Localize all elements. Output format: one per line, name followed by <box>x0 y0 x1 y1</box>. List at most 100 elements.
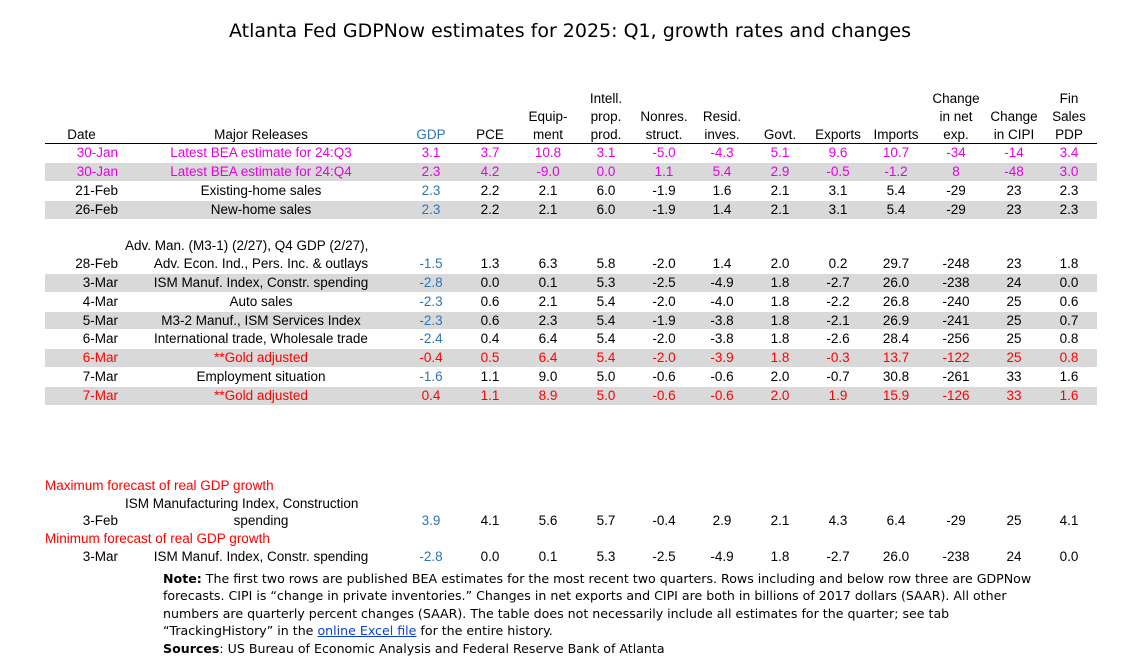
row-value: 6.3 <box>519 255 577 274</box>
sources-text: : US Bureau of Economic Analysis and Fed… <box>219 640 665 656</box>
excel-file-link[interactable]: online Excel file <box>317 623 417 639</box>
header-line-3: Date Major Releases GDP PCE ment prod. s… <box>45 125 1097 145</box>
header-line-1: Intell. Change Fin <box>45 90 1097 108</box>
row-value: -0.4 <box>401 348 461 368</box>
row-value: 5.4 <box>867 181 925 201</box>
row-value: 0.0 <box>461 273 519 293</box>
row-value: -248 <box>925 255 987 274</box>
row-value: 2.1 <box>519 200 577 220</box>
table-row: 26-Feb New-home sales 2.3 2.2 2.1 6.0 -1.9 1.4 2… <box>45 200 1097 220</box>
row-value: 1.8 <box>751 292 809 312</box>
row-value: 0.6 <box>461 311 519 331</box>
row-value: 5.4 <box>577 292 635 312</box>
header-gdp: GDP <box>401 125 461 145</box>
max-release-line1: ISM Manufacturing Index, Construction <box>125 495 359 511</box>
row-value: 0.0 <box>577 162 635 182</box>
row-date: 3-Feb <box>82 513 118 529</box>
row-value: -261 <box>925 367 987 387</box>
row-value: 2.3 <box>401 162 461 182</box>
row-value: -2.5 <box>635 273 693 293</box>
row-value: -1.9 <box>635 311 693 331</box>
header-date: Date <box>45 125 121 145</box>
release-line1: Adv. Man. (M3-1) (2/27), Q4 GDP (2/27), <box>125 238 369 254</box>
row-value: 5.3 <box>596 548 616 564</box>
row-date: 28-Feb <box>45 255 121 274</box>
row-value: 23 <box>987 200 1041 220</box>
row-value: 26.8 <box>867 292 925 312</box>
row-value: -4.3 <box>693 143 751 164</box>
row-value: 3.0 <box>1041 162 1097 182</box>
row-value: 0.6 <box>1041 292 1097 312</box>
sources-label: Sources <box>163 640 220 656</box>
row-value: 0.5 <box>461 348 519 368</box>
row-value: -3.8 <box>693 311 751 331</box>
row-value: 5.4 <box>867 200 925 220</box>
row-value: 33 <box>987 386 1041 406</box>
row-value: -1.5 <box>401 255 461 274</box>
row-value: 6.4 <box>519 348 577 368</box>
row-value: 1.1 <box>461 367 519 387</box>
row-value: -1.9 <box>635 200 693 220</box>
gdpnow-table: Intell. Change Fin Equip- prop. Nonres. … <box>45 0 1097 566</box>
max-forecast-label: Maximum forecast of real GDP growth <box>45 477 274 493</box>
row-value: 2.2 <box>461 181 519 201</box>
row-value: -0.4 <box>652 513 676 529</box>
row-date: 26-Feb <box>45 200 121 220</box>
row-value: 4.2 <box>461 162 519 182</box>
row-value: -2.0 <box>635 348 693 368</box>
row-value: 33 <box>987 367 1041 387</box>
row-value: 4.3 <box>828 513 848 529</box>
table-row: 30-Jan Latest BEA estimate for 24:Q4 2.3 4.… <box>45 162 1097 182</box>
header-cipi: Change <box>990 108 1038 124</box>
row-value: 2.0 <box>751 367 809 387</box>
row-value: 2.1 <box>770 513 790 529</box>
row-value: -48 <box>987 162 1041 182</box>
table-row: 6-Mar International trade, Wholesale trad… <box>45 329 1097 350</box>
row-value: 0.0 <box>480 548 500 564</box>
header-equip: Equip- <box>528 108 568 124</box>
row-value: -2.0 <box>635 329 693 350</box>
row-value: -241 <box>925 311 987 331</box>
header-pce: PCE <box>461 125 519 145</box>
row-value: 0.6 <box>461 292 519 312</box>
row-release: ISM Manuf. Index, Constr. spending <box>153 548 369 564</box>
row-date: 30-Jan <box>45 143 121 164</box>
row-value: 1.8 <box>770 548 790 564</box>
row-value: 2.9 <box>751 162 809 182</box>
max-forecast-row: 3-Feb spending 3.9 4.1 5.6 5.7 -0.4 2.9 2.1 4.3 6.… <box>45 512 1097 530</box>
row-value: 0.8 <box>1041 329 1097 350</box>
row-release: spending <box>233 513 289 529</box>
row-value: 3.1 <box>809 200 867 220</box>
max-forecast-label-row: Maximum forecast of real GDP growth <box>45 477 1097 495</box>
row-value: 1.9 <box>809 386 867 406</box>
row-value: 2.1 <box>751 181 809 201</box>
row-value: -2.2 <box>809 292 867 312</box>
row-value: 10.8 <box>519 143 577 164</box>
row-value: 8.9 <box>519 386 577 406</box>
row-value: -2.4 <box>401 329 461 350</box>
row-value: -1.2 <box>867 162 925 182</box>
row-value: -256 <box>925 329 987 350</box>
row-value: 2.3 <box>401 200 461 220</box>
row-value: 26.9 <box>867 311 925 331</box>
row-value: 0.0 <box>1041 273 1097 293</box>
row-value: 28.4 <box>867 329 925 350</box>
header-govt: Govt. <box>751 125 809 145</box>
row-value: 0.4 <box>461 329 519 350</box>
row-value: 3.1 <box>401 143 461 164</box>
row-value: 0.1 <box>519 273 577 293</box>
header-exports: Exports <box>809 125 867 145</box>
row-value: 5.4 <box>577 329 635 350</box>
row-release: Auto sales <box>121 292 401 312</box>
table-row: 4-Mar Auto sales -2.3 0.6 2.1 5.4 -2.0 -4.0 1.8-… <box>45 292 1097 312</box>
header-resid: Resid. <box>702 108 742 124</box>
row-value: 1.1 <box>635 162 693 182</box>
row-release: New-home sales <box>121 200 401 220</box>
row-value: 2.0 <box>751 386 809 406</box>
row-value: -4.9 <box>710 548 734 564</box>
table-row: 30-Jan Latest BEA estimate for 24:Q3 3.1 3.… <box>45 143 1097 164</box>
row-value: 2.9 <box>712 513 732 529</box>
row-value: 1.6 <box>1041 367 1097 387</box>
row-value: -2.5 <box>652 548 676 564</box>
row-value: 30.8 <box>867 367 925 387</box>
